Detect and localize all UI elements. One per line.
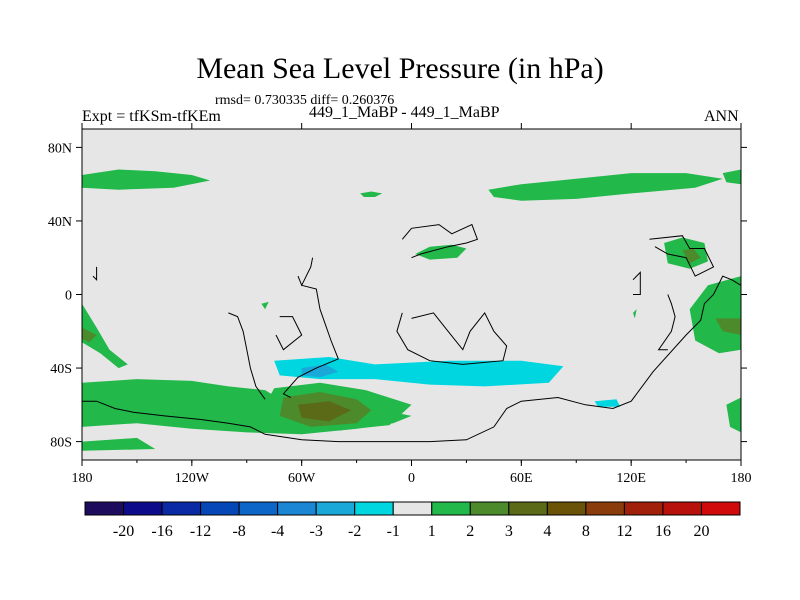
contour-regions	[82, 169, 741, 451]
colorbar-label: -1	[387, 523, 400, 540]
colorbar: -20 -16 -12 -8 -4 -3 -2 -1 1 2 3 4 8 12 16 20	[84, 501, 741, 540]
colorbar-swatch	[623, 501, 664, 516]
colorbar-label: 4	[543, 523, 551, 540]
colorbar-label: -4	[271, 523, 284, 540]
y-tick-label: 40N	[48, 215, 72, 230]
colorbar-swatch	[277, 501, 317, 516]
x-tick-label: 120W	[175, 471, 210, 486]
x-tick-label: 60W	[288, 471, 316, 486]
colorbar-label: 3	[505, 523, 513, 540]
x-tick-label: 0	[408, 471, 415, 486]
region-south-pacific-east	[689, 276, 741, 354]
x-tick-label: 120E	[616, 471, 646, 486]
y-axis: 80N 40N 0 40S 80S	[48, 141, 747, 451]
colorbar-label: -8	[232, 523, 245, 540]
region-indian-ocean-dot	[633, 309, 637, 319]
coastline-segment	[396, 311, 508, 365]
coastline-segment	[92, 266, 98, 282]
region-indian-low-small	[594, 399, 621, 407]
experiment-label: Expt = tfKSm-tfKEm	[82, 108, 221, 125]
colorbar-swatch	[585, 501, 625, 516]
colorbar-label: 8	[582, 523, 590, 540]
y-tick-label: 80N	[48, 141, 72, 156]
region-south-pacific-east-core	[715, 318, 741, 335]
colorbar-label: -3	[310, 523, 323, 540]
colorbar-swatch	[392, 501, 433, 516]
coastline-segment	[649, 235, 715, 277]
region-east-pacific-south-core	[82, 327, 97, 343]
region-dateline-arctic	[722, 169, 741, 185]
y-tick-label: 0	[65, 289, 72, 304]
colorbar-swatch	[354, 501, 394, 516]
colorbar-label: 2	[466, 523, 474, 540]
colorbar-swatch	[546, 501, 587, 516]
coastlines	[82, 223, 741, 443]
coastline-segment	[82, 275, 741, 443]
colorbar-swatch	[508, 501, 548, 516]
x-tick-label: 60E	[510, 471, 533, 486]
region-southern-ocean-core	[298, 401, 352, 422]
region-south-atlantic-low	[274, 357, 564, 387]
region-antarctic-west-edge	[82, 437, 156, 451]
colorbar-swatch	[200, 501, 240, 516]
coastline-segment	[401, 223, 479, 259]
region-north-atlantic-small	[360, 191, 383, 197]
colorbar-label: 16	[655, 523, 671, 540]
colorbar-label: 1	[428, 523, 436, 540]
region-west-mid-atlantic-dot	[261, 301, 269, 310]
colorbar-swatch	[238, 501, 279, 516]
colorbar-swatch	[700, 501, 741, 516]
colorbar-label: -12	[190, 523, 211, 540]
coastline-segment	[297, 257, 314, 287]
stats-label: rmsd= 0.730335 diff= 0.260376	[215, 93, 395, 108]
region-south-atlantic-low-core	[301, 364, 339, 378]
coastline-segment	[632, 271, 641, 295]
colorbar-label: -2	[348, 523, 361, 540]
region-north-africa-high	[415, 244, 467, 260]
colorbar-swatch	[161, 501, 202, 516]
region-eurasia-high	[488, 173, 723, 201]
region-north-pacific-high	[82, 169, 211, 190]
colorbar-swatch	[662, 501, 702, 516]
y-tick-label: 80S	[50, 436, 72, 451]
colorbar-label: 12	[616, 523, 632, 540]
colorbar-label: -20	[113, 523, 134, 540]
coastline-segment	[282, 284, 339, 398]
colorbar-label: -16	[151, 523, 172, 540]
coastline-segment	[657, 294, 676, 351]
region-west-pacific-core	[682, 248, 701, 264]
colorbar-label: 20	[693, 523, 709, 540]
chart-title: Mean Sea Level Pressure (in hPa)	[196, 52, 604, 85]
colorbar-swatch	[469, 501, 510, 516]
colorbar-swatch	[315, 501, 356, 516]
x-tick-label: 180	[72, 471, 93, 486]
colorbar-swatch	[84, 501, 125, 516]
y-tick-label: 40S	[50, 362, 72, 377]
x-axis: 180 120W 60W 0 60E 120E 180	[72, 123, 752, 486]
colorbar-swatch	[431, 501, 471, 516]
runs-label: 449_1_MaBP - 449_1_MaBP	[309, 104, 500, 121]
coastline-segment	[228, 312, 266, 400]
region-south-pacific-right	[726, 397, 741, 433]
x-tick-label: 180	[731, 471, 752, 486]
coastline-segment	[275, 316, 303, 351]
season-label: ANN	[704, 108, 739, 125]
colorbar-swatch	[123, 501, 163, 516]
